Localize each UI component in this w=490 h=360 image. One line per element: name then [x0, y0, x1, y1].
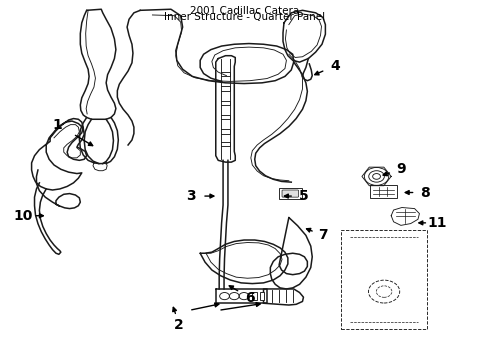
Polygon shape	[270, 217, 312, 289]
Text: 4: 4	[330, 59, 340, 73]
Text: 2: 2	[174, 318, 184, 332]
FancyBboxPatch shape	[282, 190, 298, 197]
Polygon shape	[80, 9, 116, 119]
Polygon shape	[216, 56, 235, 162]
Polygon shape	[264, 289, 303, 305]
Text: Inner Structure - Quarter Panel: Inner Structure - Quarter Panel	[165, 12, 325, 22]
Text: 7: 7	[318, 228, 328, 242]
Text: 2001 Cadillac Catera: 2001 Cadillac Catera	[191, 6, 299, 16]
Bar	[252, 292, 257, 300]
Text: 10: 10	[14, 209, 33, 223]
Polygon shape	[391, 207, 419, 225]
Text: 3: 3	[187, 189, 196, 203]
Text: 5: 5	[298, 189, 308, 203]
Polygon shape	[216, 289, 267, 303]
Text: 11: 11	[428, 216, 447, 230]
Text: 9: 9	[396, 162, 406, 176]
FancyBboxPatch shape	[279, 188, 301, 199]
Text: 6: 6	[245, 291, 255, 305]
Polygon shape	[127, 9, 294, 182]
Polygon shape	[283, 10, 325, 62]
Polygon shape	[31, 118, 87, 190]
Text: 8: 8	[420, 185, 430, 199]
Polygon shape	[200, 240, 288, 284]
Bar	[260, 292, 265, 300]
Polygon shape	[342, 230, 427, 329]
FancyBboxPatch shape	[370, 185, 397, 198]
Text: 1: 1	[52, 118, 62, 132]
